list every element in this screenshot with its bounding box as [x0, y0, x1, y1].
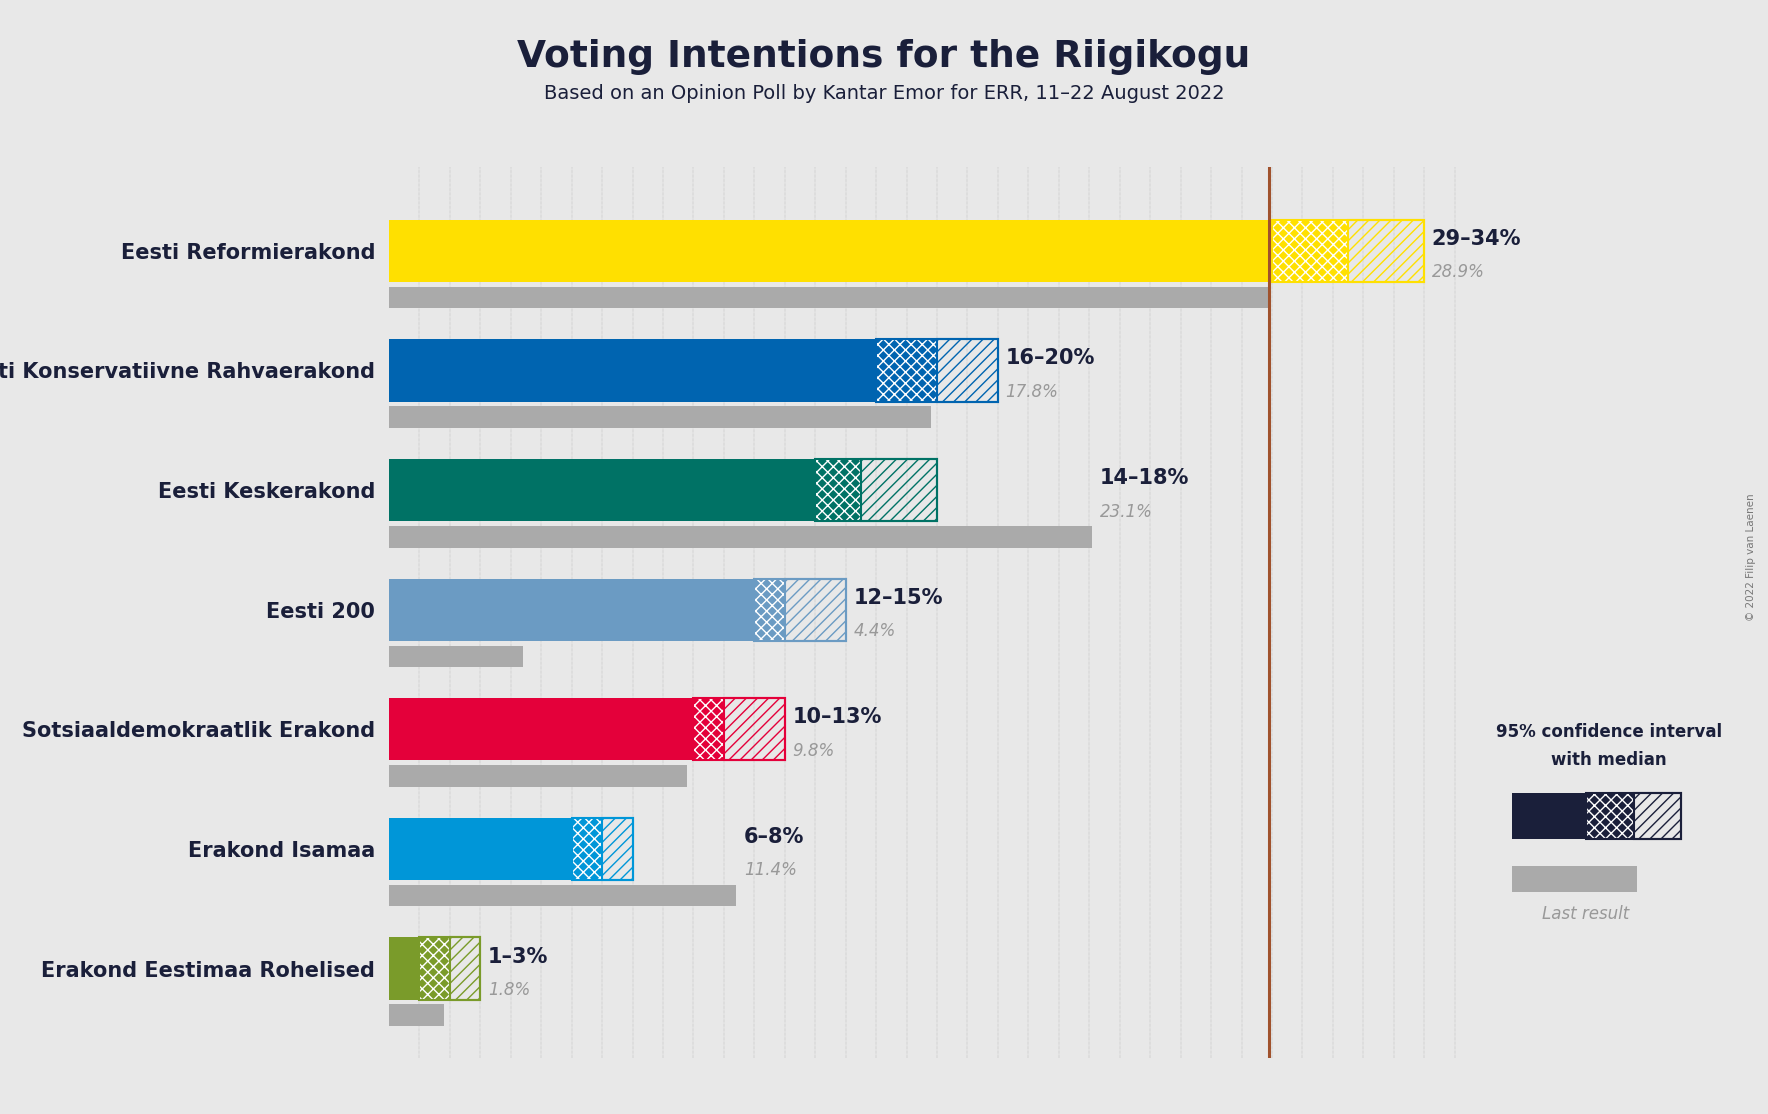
Text: 17.8%: 17.8% [1006, 383, 1059, 401]
Bar [1512, 866, 1637, 892]
Bar [449, 938, 481, 999]
Text: 9.8%: 9.8% [792, 742, 834, 760]
Bar [389, 1005, 444, 1026]
Bar [755, 578, 845, 641]
Text: Voting Intentions for the Riigikogu: Voting Intentions for the Riigikogu [518, 39, 1250, 75]
Bar [389, 286, 1269, 309]
Bar [1271, 219, 1425, 282]
Bar [785, 578, 845, 641]
Bar [877, 340, 937, 401]
Bar [755, 578, 785, 641]
Bar [1271, 219, 1349, 282]
Bar [937, 340, 997, 401]
Text: 4.4%: 4.4% [854, 623, 896, 641]
Text: Based on an Opinion Poll by Kantar Emor for ERR, 11–22 August 2022: Based on an Opinion Poll by Kantar Emor … [545, 84, 1223, 102]
Text: 14–18%: 14–18% [1100, 468, 1190, 488]
Bar [419, 938, 449, 999]
Bar [389, 219, 1271, 282]
Bar [571, 818, 633, 880]
Text: 95% confidence interval: 95% confidence interval [1496, 723, 1722, 741]
Bar [723, 698, 785, 761]
Text: 16–20%: 16–20% [1006, 349, 1094, 369]
Bar [1349, 219, 1425, 282]
Text: 28.9%: 28.9% [1432, 263, 1485, 282]
Bar [815, 459, 937, 521]
Bar [389, 885, 735, 907]
Bar [815, 459, 861, 521]
Text: 11.4%: 11.4% [744, 861, 797, 879]
Bar [1586, 793, 1634, 839]
Bar [389, 578, 755, 641]
Bar [389, 407, 932, 428]
Bar [693, 698, 723, 761]
Bar [389, 698, 693, 761]
Text: 12–15%: 12–15% [854, 588, 942, 608]
Text: 6–8%: 6–8% [744, 827, 804, 847]
Text: © 2022 Filip van Laenen: © 2022 Filip van Laenen [1745, 494, 1756, 620]
Bar [389, 340, 877, 401]
Text: 1–3%: 1–3% [488, 947, 548, 967]
Bar [389, 646, 523, 667]
Bar [389, 938, 419, 999]
Bar [1512, 793, 1586, 839]
Bar [1634, 793, 1681, 839]
Bar [1586, 793, 1681, 839]
Text: Last result: Last result [1542, 905, 1630, 922]
Bar [419, 938, 481, 999]
Text: 10–13%: 10–13% [792, 707, 882, 727]
Bar [389, 526, 1093, 547]
Text: 23.1%: 23.1% [1100, 502, 1153, 520]
Bar [861, 459, 937, 521]
Bar [571, 818, 603, 880]
Text: 1.8%: 1.8% [488, 981, 530, 999]
Text: 29–34%: 29–34% [1432, 228, 1520, 248]
Bar [389, 459, 815, 521]
Text: with median: with median [1551, 751, 1667, 769]
Bar [603, 818, 633, 880]
Bar [389, 818, 571, 880]
Bar [389, 765, 688, 786]
Bar [877, 340, 997, 401]
Bar [693, 698, 785, 761]
